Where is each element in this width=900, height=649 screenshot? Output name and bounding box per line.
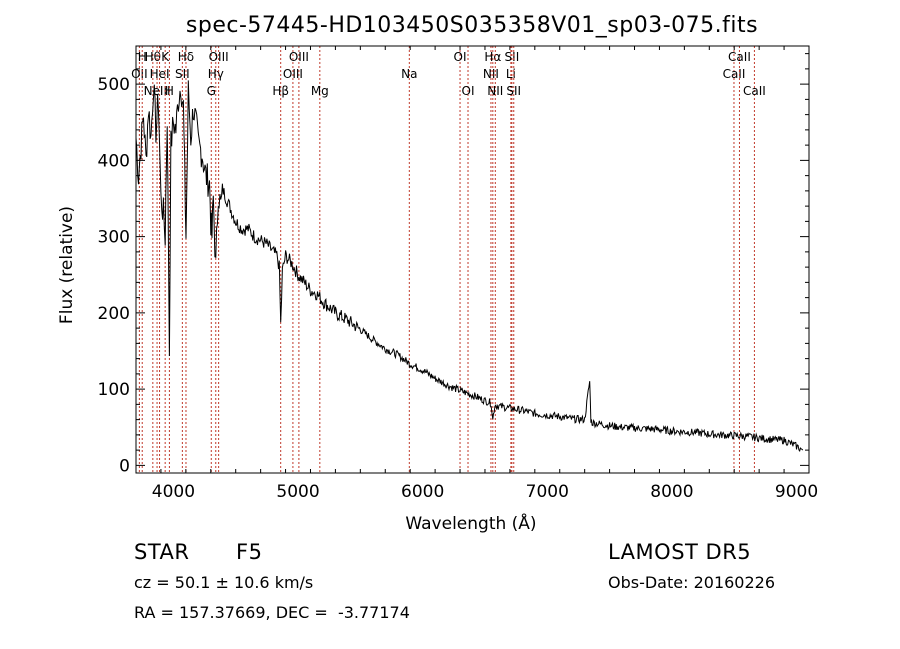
survey-label: LAMOST DR5	[608, 540, 752, 564]
line-label: SII	[506, 84, 521, 98]
line-label: OIII	[209, 50, 229, 64]
line-label: Hα	[484, 50, 501, 64]
line-label: H	[165, 84, 174, 98]
y-tick-label: 500	[98, 75, 130, 95]
line-label: Hγ	[208, 67, 224, 81]
line-label: NII	[487, 84, 503, 98]
y-tick-label: 100	[98, 380, 130, 400]
line-label: Hθ	[145, 50, 161, 64]
line-label: CaII	[728, 50, 751, 64]
spectrum-line	[135, 80, 804, 453]
line-label: K	[161, 50, 170, 64]
x-tick-label: 9000	[775, 482, 818, 502]
observation-date: Obs-Date: 20160226	[608, 573, 776, 592]
line-label: NII	[483, 67, 499, 81]
redshift-velocity: cz = 50.1 ± 10.6 km/s	[134, 573, 314, 592]
line-label: SII	[175, 67, 190, 81]
y-tick-label: 0	[119, 456, 130, 476]
spectral-line-markers: OIIHHθNeIIIHeIKHSIIHδGHγOIIIHβOIIIOIIIMg…	[131, 46, 766, 473]
x-tick-label: 8000	[650, 482, 693, 502]
object-type: STAR	[134, 540, 190, 564]
x-tick-label: 4000	[152, 482, 195, 502]
line-label: OI	[462, 84, 475, 98]
line-label: CaII	[723, 67, 746, 81]
line-label: Na	[401, 67, 417, 81]
spectral-subclass: F5	[236, 540, 263, 564]
line-label: G	[207, 84, 216, 98]
line-label: HeI	[150, 67, 170, 81]
line-label: CaII	[743, 84, 766, 98]
line-label: Mg	[311, 84, 329, 98]
line-label: OIII	[289, 50, 309, 64]
line-label: NeIII	[144, 84, 171, 98]
x-tick-label: 6000	[401, 482, 444, 502]
line-label: Hδ	[178, 50, 194, 64]
line-label: Hβ	[272, 84, 289, 98]
x-tick-label: 7000	[526, 482, 569, 502]
x-tick-label: 5000	[276, 482, 319, 502]
line-label: H	[138, 50, 147, 64]
plot-series	[135, 80, 804, 453]
line-label: Li	[506, 67, 516, 81]
x-axis-label: Wavelength (Å)	[405, 512, 536, 534]
y-axis: 0 100 200 300 400 500	[98, 53, 809, 476]
plot-frame	[135, 45, 810, 474]
sky-coordinates: RA = 157.37669, DEC = -3.77174	[134, 603, 410, 622]
y-tick-label: 400	[98, 151, 130, 171]
y-axis-label: Flux (relative)	[57, 206, 77, 324]
line-label: OI	[454, 50, 467, 64]
chart-title: spec-57445-HD103450S035358V01_sp03-075.f…	[186, 13, 758, 38]
line-label: SII	[505, 50, 520, 64]
line-label: OII	[131, 67, 148, 81]
y-tick-label: 300	[98, 228, 130, 248]
line-label: OIII	[283, 67, 303, 81]
y-tick-label: 200	[98, 304, 130, 324]
x-axis: 4000 5000 6000 7000 8000 9000	[135, 46, 818, 502]
